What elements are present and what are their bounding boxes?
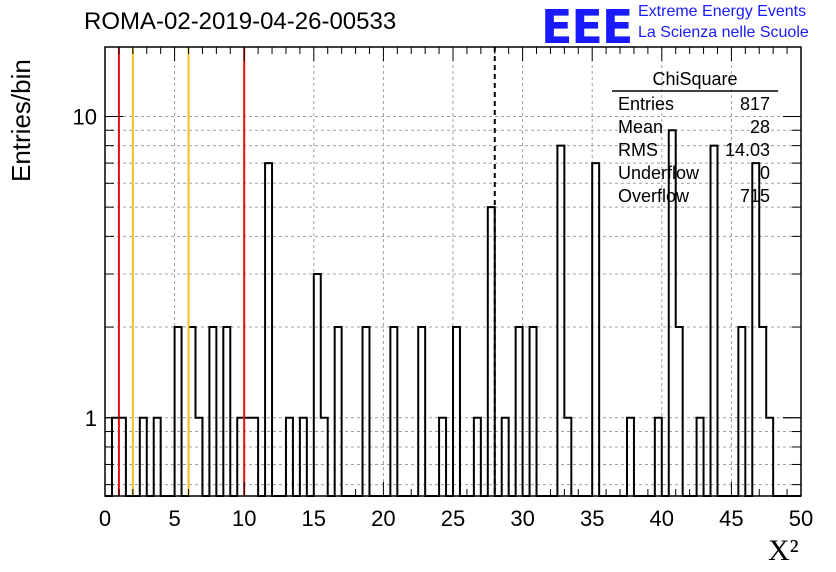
histogram-bin xyxy=(209,327,216,496)
x-tick-label: 45 xyxy=(719,506,743,531)
x-tick-label: 30 xyxy=(510,506,534,531)
x-tick-label: 20 xyxy=(371,506,395,531)
histogram-bin xyxy=(752,163,759,496)
x-axis-label: X² xyxy=(768,534,799,567)
stats-row-value: 28 xyxy=(750,117,770,137)
logo-line-2: La Scienza nelle Scuole xyxy=(638,24,809,41)
histogram-bin xyxy=(530,327,537,496)
histogram-bin xyxy=(418,327,425,496)
stats-row-label: Mean xyxy=(618,117,663,137)
stats-row-label: Underflow xyxy=(618,163,700,183)
x-tick-label: 50 xyxy=(789,506,813,531)
histogram-bin xyxy=(175,327,182,496)
histogram-bin xyxy=(314,274,321,496)
x-tick-label: 40 xyxy=(650,506,674,531)
stats-row-value: 0 xyxy=(760,163,770,183)
histogram-bin xyxy=(759,327,766,496)
stats-row-label: Overflow xyxy=(618,186,690,206)
y-axis-label: Entries/bin xyxy=(6,59,36,182)
histogram-bin xyxy=(363,327,370,496)
x-tick-label: 0 xyxy=(99,506,111,531)
x-tick-label: 10 xyxy=(232,506,256,531)
stats-row-value: 817 xyxy=(740,94,770,114)
histogram-bin xyxy=(557,146,564,496)
y-tick-label: 10 xyxy=(73,104,97,129)
x-tick-label: 15 xyxy=(302,506,326,531)
histogram-bin xyxy=(390,327,397,496)
histogram-bin xyxy=(453,327,460,496)
logo-line-1: Extreme Energy Events xyxy=(638,3,807,20)
histogram-bin xyxy=(223,327,230,496)
histogram-bin xyxy=(488,207,495,496)
x-tick-label: 35 xyxy=(580,506,604,531)
histogram-bin xyxy=(592,163,599,496)
stats-row-label: RMS xyxy=(618,140,658,160)
histogram-bin xyxy=(676,327,683,496)
y-tick-label: 1 xyxy=(85,406,97,431)
histogram-bin xyxy=(189,327,196,496)
histogram-bin xyxy=(265,163,272,496)
x-tick-label: 25 xyxy=(441,506,465,531)
stats-row-value: 14.03 xyxy=(725,140,770,160)
histogram-bin xyxy=(738,327,745,496)
stats-row-value: 715 xyxy=(740,186,770,206)
stats-box-title: ChiSquare xyxy=(652,69,737,89)
x-tick-label: 5 xyxy=(168,506,180,531)
eee-logo: EEE xyxy=(541,0,633,54)
chart-title: ROMA-02-2019-04-26-00533 xyxy=(84,8,397,35)
stats-row-label: Entries xyxy=(618,94,674,114)
histogram-bin xyxy=(516,327,523,496)
histogram-bin xyxy=(335,327,342,496)
histogram-bin xyxy=(711,146,718,496)
